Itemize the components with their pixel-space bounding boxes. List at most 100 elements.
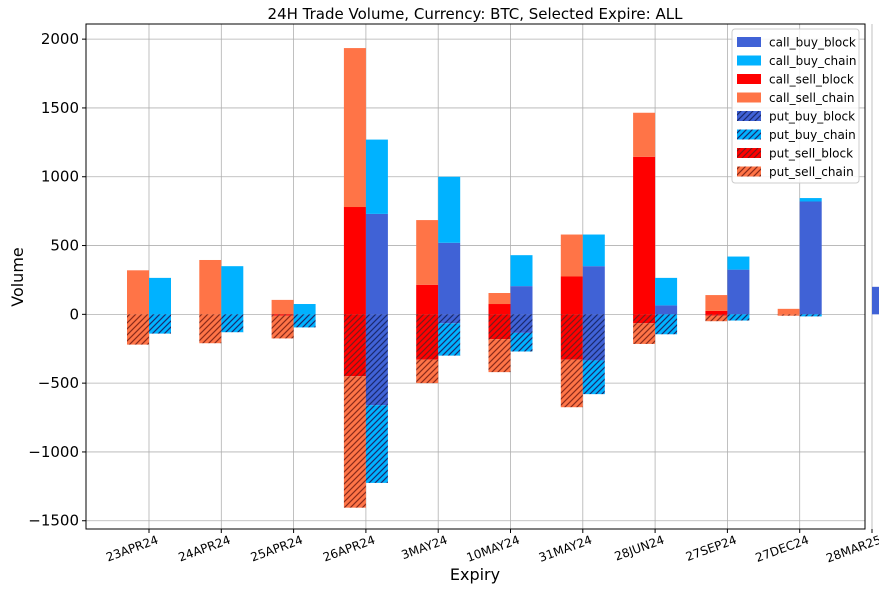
- legend-swatch-put-buy-chain: [737, 129, 761, 140]
- bar-call-sell-block-26apr24: [343, 207, 366, 315]
- bar-put-buy-block-10may24: [510, 314, 533, 333]
- bar-put-sell-chain-26apr24: [343, 376, 366, 508]
- x-tick-label: 24APR24: [176, 533, 232, 565]
- bar-call-sell-chain-25apr24: [271, 299, 294, 315]
- bar-call-sell-chain-26apr24: [343, 48, 366, 208]
- bar-call-sell-chain-3may24: [416, 220, 439, 285]
- bar-put-buy-block-26apr24: [365, 314, 388, 406]
- bar-put-sell-block-3may24: [416, 314, 439, 360]
- y-tick-label: −500: [38, 374, 79, 392]
- bar-put-sell-chain-24apr24: [199, 314, 222, 344]
- bar-put-sell-chain-28jun24: [633, 323, 656, 344]
- y-tick-label: 0: [69, 305, 79, 323]
- bar-call-buy-chain-28jun24: [655, 277, 678, 306]
- bar-put-buy-block-3may24: [438, 314, 461, 324]
- y-tick-label: 1500: [41, 99, 79, 117]
- x-tick-label: 25APR24: [249, 533, 305, 565]
- x-tick-label: 28MAR25: [824, 533, 879, 566]
- legend-swatch-put-buy-block: [737, 111, 761, 121]
- y-axis-label: Volume: [8, 247, 27, 307]
- y-tick-label: 1000: [41, 168, 79, 186]
- bar-call-buy-chain-31may24: [582, 234, 605, 267]
- bar-put-sell-block-27sep24: [705, 314, 728, 316]
- bar-call-buy-chain-27sep24: [727, 256, 750, 270]
- y-tick-label: 500: [50, 237, 79, 255]
- x-tick-label: 27DEC24: [754, 533, 811, 565]
- bar-call-buy-chain-27dec24: [799, 198, 822, 202]
- legend-label-put-buy-chain: put_buy_chain: [769, 128, 856, 142]
- bar-call-buy-chain-3may24: [438, 176, 461, 243]
- legend-label-call-sell-block: call_sell_block: [769, 73, 854, 87]
- bar-put-buy-chain-27dec24: [799, 314, 822, 317]
- bar-call-buy-chain-25apr24: [293, 304, 316, 315]
- bar-call-sell-block-10may24: [488, 304, 511, 315]
- chart-title: 24H Trade Volume, Currency: BTC, Selecte…: [268, 5, 684, 23]
- x-tick-label: 3MAY24: [399, 533, 449, 563]
- bar-put-buy-chain-24apr24: [221, 314, 244, 333]
- x-tick-label: 26APR24: [321, 533, 377, 565]
- y-axis-ticks: −1500 −1000 −500 0 500 1000 1500 2000: [28, 30, 86, 530]
- bar-put-buy-chain-27sep24: [727, 314, 750, 321]
- legend: call_buy_block call_buy_chain call_sell_bl…: [731, 28, 860, 184]
- legend-swatch-call-buy-block: [737, 37, 761, 47]
- bar-call-sell-block-27sep24: [705, 310, 728, 315]
- bar-put-sell-block-26apr24: [343, 314, 366, 377]
- bar-call-sell-chain-31may24: [560, 234, 583, 277]
- bar-put-buy-chain-3may24: [438, 323, 461, 356]
- bar-put-sell-block-31may24: [560, 314, 583, 360]
- bar-put-buy-chain-28jun24: [655, 314, 678, 335]
- bar-call-buy-block-27dec24: [799, 201, 822, 315]
- bar-call-sell-block-28jun24: [633, 156, 656, 315]
- legend-label-call-sell-chain: call_sell_chain: [769, 91, 854, 105]
- legend-swatch-call-sell-chain: [737, 92, 761, 103]
- bar-put-buy-chain-23apr24: [149, 314, 171, 334]
- x-tick-label: 10MAY24: [465, 533, 522, 565]
- plot-frame: [85, 23, 866, 530]
- bar-put-buy-block-31may24: [582, 314, 605, 361]
- bar-call-sell-chain-23apr24: [127, 270, 149, 315]
- legend-frame: [731, 28, 860, 184]
- x-tick-label: 23APR24: [104, 533, 160, 565]
- bar-put-sell-chain-27sep24: [705, 315, 728, 322]
- bar-put-sell-chain-23apr24: [127, 314, 149, 345]
- legend-swatch-call-buy-chain: [737, 55, 761, 66]
- bar-call-sell-chain-10may24: [488, 293, 511, 305]
- axes: [85, 23, 866, 530]
- x-axis-ticks: 23APR24 24APR24 25APR24 26APR24 3MAY24 10MAY2…: [104, 529, 879, 565]
- legend-swatch-call-sell-block: [737, 74, 761, 84]
- bar-call-sell-chain-27dec24: [777, 308, 800, 315]
- bar-call-sell-block-3may24: [416, 284, 439, 315]
- bar-call-buy-block-27sep24: [727, 269, 750, 315]
- bar-call-sell-block-31may24: [560, 276, 583, 315]
- bar-put-buy-chain-10may24: [510, 332, 533, 352]
- x-axis-label: Expiry: [450, 565, 500, 584]
- bar-call-buy-block-28jun24: [655, 305, 678, 315]
- bar-put-sell-block-25apr24: [271, 314, 294, 316]
- bar-call-sell-chain-27sep24: [705, 295, 728, 311]
- bar-call-buy-chain-10may24: [510, 255, 533, 287]
- bar-put-sell-block-10may24: [488, 314, 511, 340]
- bars: [127, 48, 879, 508]
- bar-call-sell-chain-28jun24: [633, 112, 656, 157]
- x-tick-label: 31MAY24: [537, 533, 594, 565]
- bar-call-buy-block-28mar25: [872, 286, 879, 315]
- x-tick-label: 27SEP24: [684, 533, 739, 564]
- bar-call-buy-chain-24apr24: [221, 266, 244, 315]
- legend-label-put-sell-block: put_sell_block: [769, 147, 853, 161]
- bar-put-sell-chain-10may24: [488, 339, 511, 373]
- x-tick-label: 28JUN24: [613, 533, 667, 564]
- y-tick-label: −1000: [28, 443, 79, 461]
- bar-put-sell-chain-27dec24: [777, 314, 800, 316]
- bar-put-sell-block-28jun24: [633, 314, 656, 324]
- legend-swatch-put-sell-block: [737, 148, 761, 158]
- legend-label-call-buy-block: call_buy_block: [769, 36, 856, 50]
- bar-put-sell-chain-3may24: [416, 359, 439, 384]
- bar-call-sell-chain-24apr24: [199, 259, 222, 315]
- legend-swatch-put-sell-chain: [737, 166, 761, 177]
- bar-put-buy-chain-31may24: [582, 360, 605, 395]
- bar-put-buy-chain-26apr24: [365, 405, 388, 483]
- legend-label-put-buy-block: put_buy_block: [769, 110, 855, 124]
- legend-label-put-sell-chain: put_sell_chain: [769, 165, 854, 179]
- y-tick-label: 2000: [41, 30, 79, 48]
